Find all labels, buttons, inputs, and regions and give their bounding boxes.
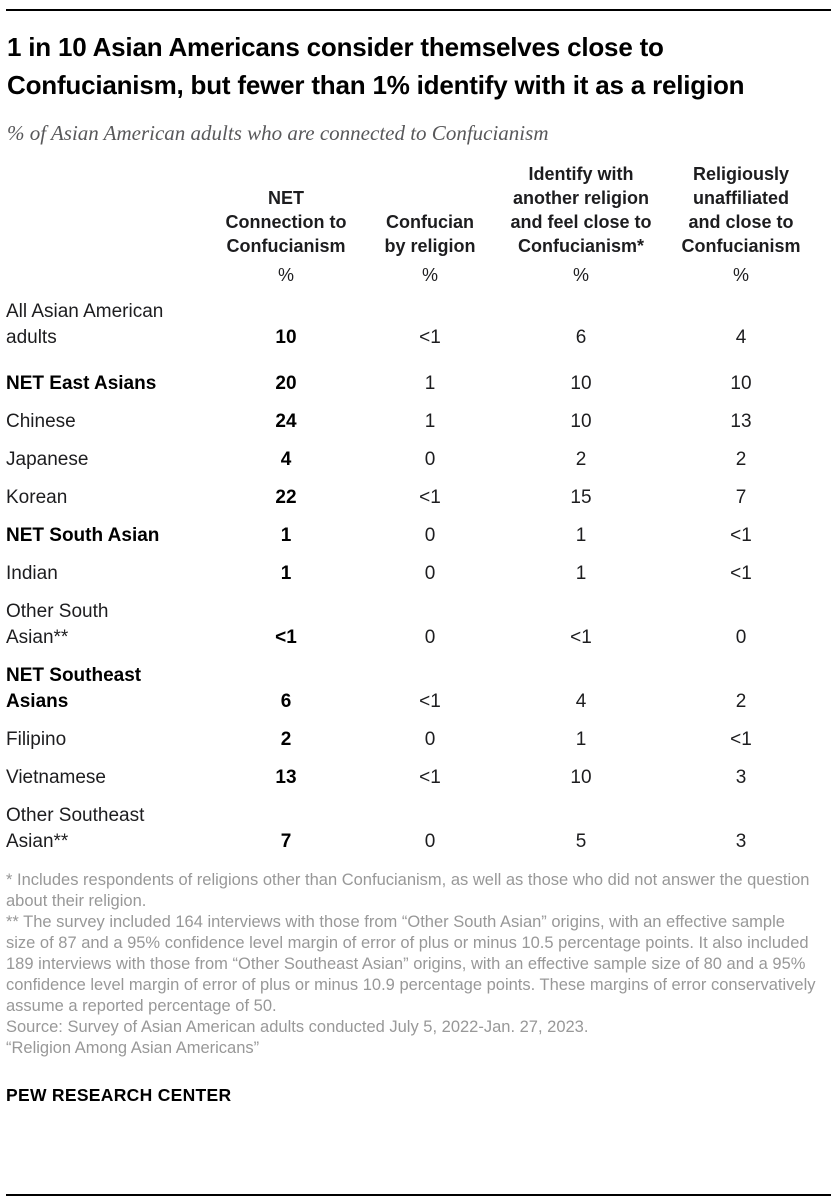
- unit-label: %: [277, 265, 294, 285]
- value-cell: 10: [570, 767, 592, 788]
- value-cell: 5: [575, 831, 587, 852]
- value-cell: 1: [424, 373, 436, 394]
- value-cell: <1: [730, 729, 752, 750]
- value-cell: <1: [419, 691, 441, 712]
- table-row: Vietnamese 13 <1 10 3: [6, 765, 831, 791]
- chart-title: 1 in 10 Asian Americans consider themsel…: [7, 32, 745, 100]
- value-cell: 1: [280, 525, 292, 546]
- row-label: Other South Asian**: [6, 601, 109, 648]
- value-cell: 7: [280, 831, 292, 852]
- value-cell: 4: [735, 327, 747, 348]
- value-cell: 0: [424, 627, 436, 648]
- footnote-asterisk: * Includes respondents of religions othe…: [6, 871, 810, 910]
- value-cell: 1: [575, 525, 587, 546]
- value-cell: <1: [419, 327, 441, 348]
- row-label: Chinese: [6, 411, 76, 432]
- table-row: NET East Asians 20 1 10 10: [6, 371, 831, 397]
- table-row: Chinese 24 1 10 13: [6, 409, 831, 435]
- value-cell: 6: [575, 327, 587, 348]
- column-header: Confucian by religion: [384, 212, 476, 256]
- table-row: Other South Asian** <1 0 <1 0: [6, 599, 831, 651]
- table-row: NET Southeast Asians 6 <1 4 2: [6, 663, 831, 715]
- value-cell: 1: [575, 563, 587, 584]
- row-label: NET East Asians: [6, 373, 157, 394]
- row-label: Indian: [6, 563, 58, 584]
- source-line: Source: Survey of Asian American adults …: [6, 1018, 589, 1036]
- column-header-row: NET Connection to Confucianism Confucian …: [6, 162, 831, 258]
- value-cell: 2: [735, 691, 747, 712]
- value-cell: 0: [424, 563, 436, 584]
- row-label: Other Southeast Asian**: [6, 805, 145, 852]
- value-cell: 10: [570, 411, 592, 432]
- unit-label: %: [732, 265, 749, 285]
- column-header: Identify with another religion and feel …: [510, 164, 652, 256]
- value-cell: 2: [575, 449, 587, 470]
- value-cell: 0: [424, 831, 436, 852]
- value-cell: 0: [735, 627, 747, 648]
- unit-row: %%%%: [6, 265, 831, 286]
- value-cell: 13: [730, 411, 752, 432]
- row-label: Filipino: [6, 729, 67, 750]
- value-cell: 4: [280, 449, 292, 470]
- value-cell: 0: [424, 525, 436, 546]
- value-cell: 7: [735, 487, 747, 508]
- value-cell: 1: [424, 411, 436, 432]
- table-row: Japanese 4 0 2 2: [6, 447, 831, 473]
- column-header: NET Connection to Confucianism: [225, 188, 347, 256]
- footnote-double-asterisk: ** The survey included 164 interviews wi…: [6, 913, 816, 1015]
- row-label: NET Southeast Asians: [6, 665, 142, 712]
- footnotes: * Includes respondents of religions othe…: [6, 870, 818, 1059]
- table-body: All Asian American adults 10 <1 6 4 NET East …: [6, 299, 831, 855]
- value-cell: 3: [735, 767, 747, 788]
- value-cell: 2: [735, 449, 747, 470]
- value-cell: 22: [275, 487, 297, 508]
- value-cell: <1: [730, 563, 752, 584]
- value-cell: 4: [575, 691, 587, 712]
- chart-subtitle: % of Asian American adults who are conne…: [7, 121, 549, 145]
- value-cell: 0: [424, 449, 436, 470]
- row-label: Japanese: [6, 449, 89, 470]
- value-cell: 1: [575, 729, 587, 750]
- row-label: Korean: [6, 487, 68, 508]
- table-row: All Asian American adults 10 <1 6 4: [6, 299, 831, 351]
- value-cell: 13: [275, 767, 297, 788]
- value-cell: 0: [424, 729, 436, 750]
- data-table: NET Connection to Confucianism Confucian …: [6, 162, 831, 855]
- row-label: Vietnamese: [6, 767, 106, 788]
- value-cell: 10: [570, 373, 592, 394]
- row-label: All Asian American adults: [6, 301, 164, 348]
- table-row: NET South Asian 1 0 1 <1: [6, 523, 831, 549]
- value-cell: 6: [280, 691, 292, 712]
- value-cell: <1: [570, 627, 592, 648]
- row-label: NET South Asian: [6, 525, 160, 546]
- value-cell: 20: [275, 373, 297, 394]
- value-cell: <1: [275, 627, 297, 648]
- value-cell: 10: [275, 327, 297, 348]
- table-row: Korean 22 <1 15 7: [6, 485, 831, 511]
- value-cell: 1: [280, 563, 292, 584]
- unit-label: %: [421, 265, 438, 285]
- table-row: Other Southeast Asian** 7 0 5 3: [6, 803, 831, 855]
- value-cell: 24: [275, 411, 297, 432]
- value-cell: 10: [730, 373, 752, 394]
- column-header: Religiously unaffiliated and close to Co…: [681, 164, 801, 256]
- unit-label: %: [572, 265, 589, 285]
- value-cell: <1: [419, 487, 441, 508]
- report-title-line: “Religion Among Asian Americans”: [6, 1039, 260, 1057]
- value-cell: 15: [570, 487, 592, 508]
- value-cell: <1: [730, 525, 752, 546]
- value-cell: <1: [419, 767, 441, 788]
- value-cell: 3: [735, 831, 747, 852]
- table-row: Indian 1 0 1 <1: [6, 561, 831, 587]
- top-rule: [6, 9, 831, 11]
- pew-research-center-wordmark: PEW RESEARCH CENTER: [6, 1085, 232, 1105]
- bottom-rule: [6, 1194, 831, 1196]
- table-row: Filipino 2 0 1 <1: [6, 727, 831, 753]
- value-cell: 2: [280, 729, 292, 750]
